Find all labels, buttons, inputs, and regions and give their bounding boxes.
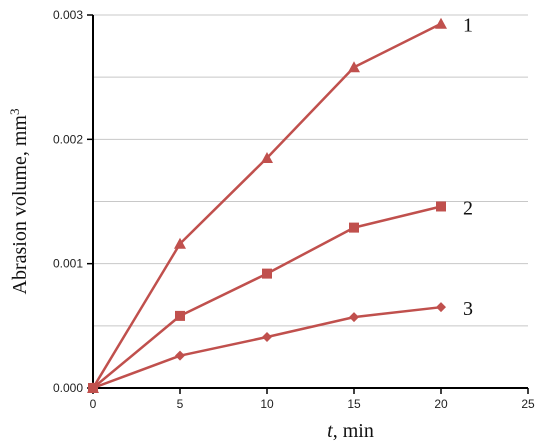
x-tick-label: 20 bbox=[434, 397, 448, 411]
data-point-square bbox=[175, 310, 185, 321]
data-point-diamond bbox=[262, 332, 272, 343]
y-axis-title-superscript: 3 bbox=[7, 109, 22, 116]
data-point-diamond bbox=[349, 312, 359, 323]
y-tick-label: 0.002 bbox=[53, 132, 83, 146]
y-axis-title-text: Abrasion volume, mm bbox=[9, 115, 31, 295]
series-line-2 bbox=[92, 205, 442, 389]
series-label-1: 1 bbox=[463, 15, 473, 37]
x-axis-title: t, min bbox=[327, 420, 374, 442]
series-label-3: 3 bbox=[463, 298, 473, 320]
series-label-2: 2 bbox=[463, 197, 473, 219]
data-point-triangle bbox=[174, 237, 186, 249]
x-tick-label: 10 bbox=[260, 397, 274, 411]
x-axis-title-rest: , min bbox=[333, 420, 374, 442]
gridlines bbox=[93, 14, 528, 327]
data-point-diamond bbox=[88, 383, 98, 393]
tick-labels: 0.000 0.001 0.002 0.003 0 5 10 15 20 25 bbox=[53, 8, 535, 411]
data-point-triangle bbox=[348, 61, 360, 73]
data-series bbox=[87, 17, 447, 393]
data-point-triangle bbox=[435, 17, 447, 29]
x-tick-label: 0 bbox=[90, 397, 97, 411]
y-tick-label: 0.001 bbox=[53, 257, 83, 271]
data-point-square bbox=[436, 201, 446, 212]
y-axis-title: Abrasion volume, mm3 bbox=[7, 109, 32, 295]
data-point-diamond bbox=[436, 302, 446, 313]
data-point-square bbox=[349, 222, 359, 233]
x-tick-label: 15 bbox=[347, 397, 361, 411]
x-tick-label: 25 bbox=[521, 397, 535, 411]
y-tick-label: 0.000 bbox=[53, 381, 83, 395]
series-labels: 1 2 3 bbox=[463, 15, 473, 320]
data-point-diamond bbox=[175, 350, 185, 361]
data-point-triangle bbox=[261, 151, 273, 163]
data-point-square bbox=[262, 268, 272, 279]
series-line-3 bbox=[92, 305, 442, 390]
x-axis-title-italic: t bbox=[327, 420, 333, 442]
y-tick-label: 0.003 bbox=[53, 8, 83, 22]
x-tick-label: 5 bbox=[177, 397, 184, 411]
